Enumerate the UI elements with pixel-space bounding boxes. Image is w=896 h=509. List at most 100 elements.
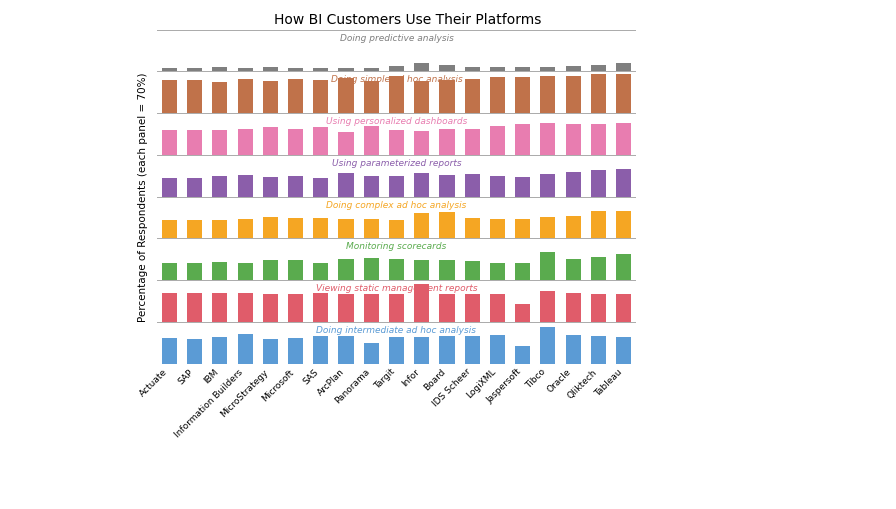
Bar bbox=[212, 221, 228, 239]
Bar bbox=[414, 82, 429, 114]
Bar bbox=[364, 259, 379, 280]
Bar bbox=[187, 69, 202, 72]
Bar bbox=[389, 177, 404, 197]
Bar bbox=[389, 76, 404, 114]
Bar bbox=[540, 123, 556, 156]
Bar bbox=[162, 264, 177, 280]
Bar bbox=[314, 69, 328, 72]
Bar bbox=[212, 337, 228, 364]
Text: Doing predictive analysis: Doing predictive analysis bbox=[340, 34, 453, 43]
Bar bbox=[263, 128, 278, 156]
Bar bbox=[364, 219, 379, 239]
Bar bbox=[465, 175, 479, 197]
Bar bbox=[389, 260, 404, 280]
Bar bbox=[288, 130, 303, 156]
Bar bbox=[515, 125, 530, 156]
Bar bbox=[616, 75, 631, 114]
Bar bbox=[314, 336, 328, 364]
Bar bbox=[540, 291, 556, 322]
Bar bbox=[439, 66, 454, 72]
Bar bbox=[515, 304, 530, 322]
Bar bbox=[339, 79, 354, 114]
Bar bbox=[540, 68, 556, 72]
Bar bbox=[237, 334, 253, 364]
Bar bbox=[162, 178, 177, 197]
Bar bbox=[565, 260, 581, 280]
Bar bbox=[364, 344, 379, 364]
Bar bbox=[263, 294, 278, 322]
Bar bbox=[490, 177, 505, 197]
Bar bbox=[616, 294, 631, 322]
Bar bbox=[187, 178, 202, 197]
Bar bbox=[414, 213, 429, 239]
Bar bbox=[465, 336, 479, 364]
Bar bbox=[187, 80, 202, 114]
Bar bbox=[465, 262, 479, 280]
Bar bbox=[565, 67, 581, 72]
Bar bbox=[288, 295, 303, 322]
Text: Using personalized dashboards: Using personalized dashboards bbox=[326, 117, 467, 126]
Bar bbox=[237, 69, 253, 72]
Bar bbox=[314, 219, 328, 239]
Bar bbox=[212, 263, 228, 280]
Bar bbox=[439, 294, 454, 322]
Bar bbox=[515, 219, 530, 239]
Bar bbox=[389, 295, 404, 322]
Bar bbox=[339, 336, 354, 364]
Bar bbox=[212, 131, 228, 156]
Bar bbox=[288, 338, 303, 364]
Bar bbox=[314, 128, 328, 156]
Bar bbox=[389, 131, 404, 156]
Bar bbox=[364, 69, 379, 72]
Bar bbox=[465, 79, 479, 114]
Bar bbox=[339, 219, 354, 239]
Bar bbox=[540, 175, 556, 197]
Bar bbox=[314, 178, 328, 197]
Bar bbox=[364, 294, 379, 322]
Bar bbox=[212, 68, 228, 72]
Bar bbox=[187, 294, 202, 322]
Bar bbox=[263, 68, 278, 72]
Bar bbox=[162, 69, 177, 72]
Bar bbox=[515, 346, 530, 364]
Bar bbox=[288, 177, 303, 197]
Bar bbox=[465, 129, 479, 156]
Bar bbox=[590, 125, 606, 156]
Bar bbox=[465, 218, 479, 239]
Bar bbox=[616, 64, 631, 72]
Bar bbox=[590, 171, 606, 197]
Bar bbox=[565, 216, 581, 239]
Bar bbox=[263, 178, 278, 197]
Bar bbox=[540, 217, 556, 239]
Bar bbox=[540, 328, 556, 364]
Bar bbox=[237, 263, 253, 280]
Bar bbox=[565, 335, 581, 364]
Bar bbox=[439, 175, 454, 197]
Text: Viewing static management reports: Viewing static management reports bbox=[315, 284, 478, 293]
Bar bbox=[414, 132, 429, 156]
Bar bbox=[490, 127, 505, 156]
Bar bbox=[364, 82, 379, 114]
Bar bbox=[263, 217, 278, 239]
Bar bbox=[490, 68, 505, 72]
Bar bbox=[162, 81, 177, 114]
Bar bbox=[590, 336, 606, 364]
Bar bbox=[490, 263, 505, 280]
Bar bbox=[187, 221, 202, 239]
Bar bbox=[237, 176, 253, 197]
Bar bbox=[490, 294, 505, 322]
Bar bbox=[565, 76, 581, 114]
Bar bbox=[288, 219, 303, 239]
Bar bbox=[490, 78, 505, 114]
Bar bbox=[364, 177, 379, 197]
Bar bbox=[339, 69, 354, 72]
Bar bbox=[515, 263, 530, 280]
Bar bbox=[314, 264, 328, 280]
Bar bbox=[389, 221, 404, 239]
Bar bbox=[616, 338, 631, 364]
Bar bbox=[565, 172, 581, 197]
Bar bbox=[616, 124, 631, 156]
Bar bbox=[590, 75, 606, 114]
Bar bbox=[263, 261, 278, 280]
Bar bbox=[339, 295, 354, 322]
